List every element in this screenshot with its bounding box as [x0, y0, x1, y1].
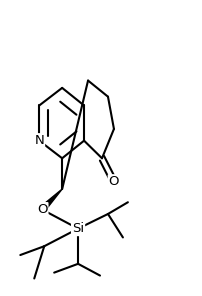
Text: O: O [37, 203, 47, 216]
Text: N: N [34, 134, 44, 147]
Polygon shape [41, 189, 62, 213]
Text: Si: Si [72, 222, 84, 235]
Text: O: O [109, 175, 119, 188]
